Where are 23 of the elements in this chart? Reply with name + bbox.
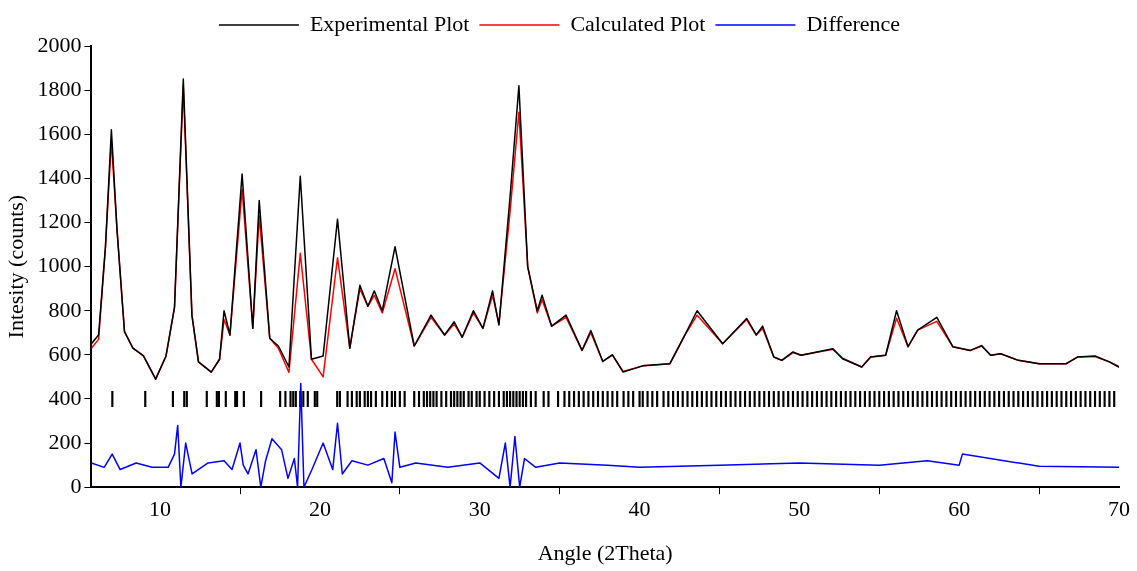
y-tick-label: 1800 (37, 75, 82, 101)
y-tick-label: 1600 (37, 120, 82, 146)
x-tick-label: 50 (788, 496, 811, 522)
y-tick-label: 2000 (37, 31, 82, 57)
x-axis-title: Angle (2Theta) (537, 539, 673, 565)
x-tick-label: 70 (1108, 496, 1130, 522)
legend-label: Difference (806, 10, 901, 36)
y-axis-title: Intesity (counts) (2, 194, 28, 339)
x-tick-label: 10 (149, 496, 172, 522)
x-tick-label: 20 (308, 496, 331, 522)
x-tick-label: 30 (468, 496, 491, 522)
y-tick-label: 1000 (37, 252, 82, 278)
x-tick-label: 60 (948, 496, 971, 522)
legend-label: Calculated Plot (570, 10, 706, 36)
y-tick-label: 1200 (37, 208, 82, 234)
x-tick-label: 40 (628, 496, 651, 522)
y-tick-label: 0 (70, 472, 82, 498)
y-tick-label: 600 (48, 340, 82, 366)
y-tick-label: 1400 (37, 164, 82, 190)
y-tick-label: 200 (48, 428, 82, 454)
legend-label: Experimental Plot (309, 10, 470, 36)
y-tick-label: 400 (48, 384, 82, 410)
y-tick-label: 800 (48, 296, 82, 322)
